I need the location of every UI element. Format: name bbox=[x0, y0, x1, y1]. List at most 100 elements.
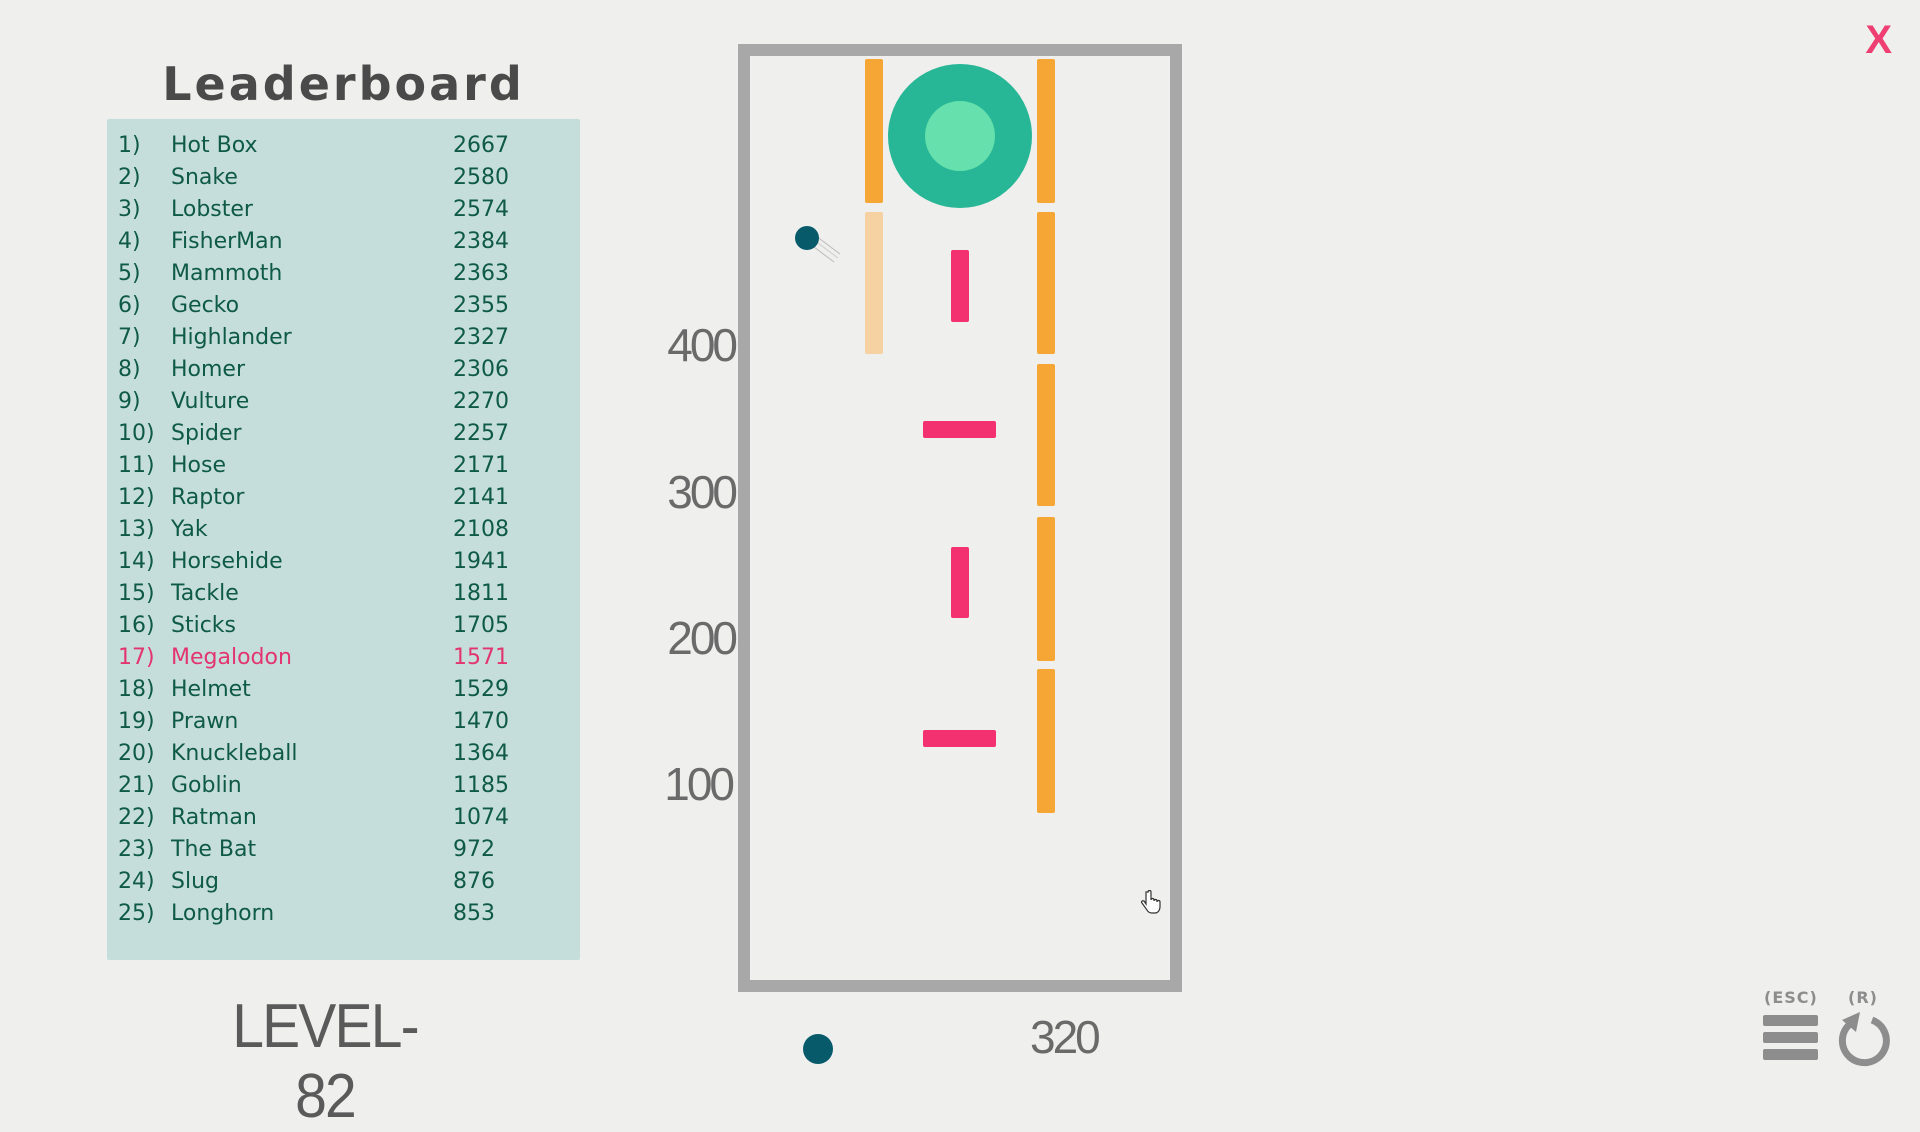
player-name: Sticks bbox=[171, 613, 237, 638]
player-name: Highlander bbox=[171, 325, 292, 350]
player-score: 2141 bbox=[453, 485, 509, 510]
player-score: 1185 bbox=[453, 773, 509, 798]
player-name: The Bat bbox=[171, 837, 257, 862]
leaderboard-row: 8) Homer 2306 bbox=[107, 354, 580, 386]
leaderboard-row-current-player: 17) Megalodon 1571 bbox=[107, 642, 580, 674]
leaderboard-title: Leaderboard bbox=[162, 57, 525, 111]
player-name: FisherMan bbox=[171, 229, 283, 254]
menu-icon bbox=[1763, 1015, 1818, 1060]
player-score: 2306 bbox=[453, 357, 509, 382]
rank-label: 25) bbox=[118, 901, 155, 926]
rank-label: 24) bbox=[118, 869, 155, 894]
rank-label: 19) bbox=[118, 709, 155, 734]
leaderboard-row: 12) Raptor 2141 bbox=[107, 482, 580, 514]
player-score: 1529 bbox=[453, 677, 509, 702]
player-name: Snake bbox=[171, 165, 238, 190]
player-name: Ratman bbox=[171, 805, 257, 830]
leaderboard-row: 10) Spider 2257 bbox=[107, 418, 580, 450]
player-name: Raptor bbox=[171, 485, 245, 510]
player-score: 876 bbox=[453, 869, 495, 894]
menu-button[interactable] bbox=[1763, 1015, 1818, 1061]
rank-label: 23) bbox=[118, 837, 155, 862]
leaderboard-row: 11) Hose 2171 bbox=[107, 450, 580, 482]
leaderboard-row: 24) Slug 876 bbox=[107, 866, 580, 898]
player-name: Hot Box bbox=[171, 133, 258, 158]
player-name: Spider bbox=[171, 421, 242, 446]
player-name: Gecko bbox=[171, 293, 240, 318]
player-score: 853 bbox=[453, 901, 495, 926]
rank-label: 9) bbox=[118, 389, 141, 414]
goal-center bbox=[925, 101, 995, 171]
leaderboard-panel: 1) Hot Box 2667 2) Snake 2580 3) Lobster 2574 4) F… bbox=[107, 119, 580, 960]
wall-right-4 bbox=[1037, 517, 1055, 661]
rank-label: 16) bbox=[118, 613, 155, 638]
player-score: 2270 bbox=[453, 389, 509, 414]
goal-target bbox=[888, 64, 1032, 208]
player-name: Knuckleball bbox=[171, 741, 298, 766]
player-score: 2363 bbox=[453, 261, 509, 286]
player-score: 2257 bbox=[453, 421, 509, 446]
rank-label: 2) bbox=[118, 165, 141, 190]
player-score: 972 bbox=[453, 837, 495, 862]
rank-label: 1) bbox=[118, 133, 141, 158]
leaderboard-row: 4) FisherMan 2384 bbox=[107, 226, 580, 258]
leaderboard-row: 20) Knuckleball 1364 bbox=[107, 738, 580, 770]
leaderboard-row: 18) Helmet 1529 bbox=[107, 674, 580, 706]
player-score: 2574 bbox=[453, 197, 509, 222]
player-score: 1364 bbox=[453, 741, 509, 766]
hand-cursor-icon bbox=[1141, 890, 1161, 914]
player-name: Longhorn bbox=[171, 901, 275, 926]
restart-button[interactable] bbox=[1832, 1008, 1892, 1068]
wall-right-5 bbox=[1037, 669, 1055, 813]
rank-label: 21) bbox=[118, 773, 155, 798]
rank-label: 8) bbox=[118, 357, 141, 382]
wall-right-3 bbox=[1037, 364, 1055, 506]
rank-label: 22) bbox=[118, 805, 155, 830]
wall-right-2 bbox=[1037, 212, 1055, 354]
ball-indicator bbox=[803, 1034, 833, 1064]
wall-left-faded bbox=[865, 212, 883, 354]
leaderboard-row: 1) Hot Box 2667 bbox=[107, 130, 580, 162]
player-score: 2108 bbox=[453, 517, 509, 542]
leaderboard-row: 19) Prawn 1470 bbox=[107, 706, 580, 738]
rank-label: 11) bbox=[118, 453, 155, 478]
leaderboard-row: 2) Snake 2580 bbox=[107, 162, 580, 194]
player-score: 1571 bbox=[453, 645, 509, 670]
player-name: Helmet bbox=[171, 677, 251, 702]
rank-label: 20) bbox=[118, 741, 155, 766]
obstacle-horizontal-2 bbox=[923, 730, 996, 747]
rank-label: 7) bbox=[118, 325, 141, 350]
height-marker-100: 100 bbox=[664, 758, 735, 810]
player-name: Tackle bbox=[171, 581, 239, 606]
wall-left-1 bbox=[865, 59, 883, 203]
leaderboard-row: 15) Tackle 1811 bbox=[107, 578, 580, 610]
player-score: 1705 bbox=[453, 613, 509, 638]
player-name: Hose bbox=[171, 453, 226, 478]
leaderboard-row: 23) The Bat 972 bbox=[107, 834, 580, 866]
leaderboard-row: 22) Ratman 1074 bbox=[107, 802, 580, 834]
obstacle-vertical-1 bbox=[951, 250, 969, 322]
rank-label: 14) bbox=[118, 549, 155, 574]
menu-key-label: (ESC) bbox=[1764, 988, 1818, 1007]
leaderboard-row: 21) Goblin 1185 bbox=[107, 770, 580, 802]
leaderboard-row: 13) Yak 2108 bbox=[107, 514, 580, 546]
player-name: Vulture bbox=[171, 389, 250, 414]
game-board[interactable] bbox=[738, 44, 1182, 992]
obstacle-horizontal-1 bbox=[923, 421, 996, 438]
player-name: Mammoth bbox=[171, 261, 283, 286]
leaderboard-row: 16) Sticks 1705 bbox=[107, 610, 580, 642]
player-name: Horsehide bbox=[171, 549, 283, 574]
player-score: 2327 bbox=[453, 325, 509, 350]
wall-right-1 bbox=[1037, 59, 1055, 203]
rank-label: 13) bbox=[118, 517, 155, 542]
rank-label: 18) bbox=[118, 677, 155, 702]
rank-label: 10) bbox=[118, 421, 155, 446]
close-button[interactable]: X bbox=[1865, 18, 1892, 62]
leaderboard-row: 7) Highlander 2327 bbox=[107, 322, 580, 354]
height-marker-400: 400 bbox=[667, 319, 738, 371]
level-label: LEVEL-82 bbox=[232, 992, 419, 1131]
rank-label: 17) bbox=[118, 645, 155, 670]
leaderboard-row: 9) Vulture 2270 bbox=[107, 386, 580, 418]
player-name: Megalodon bbox=[171, 645, 292, 670]
player-name: Goblin bbox=[171, 773, 242, 798]
